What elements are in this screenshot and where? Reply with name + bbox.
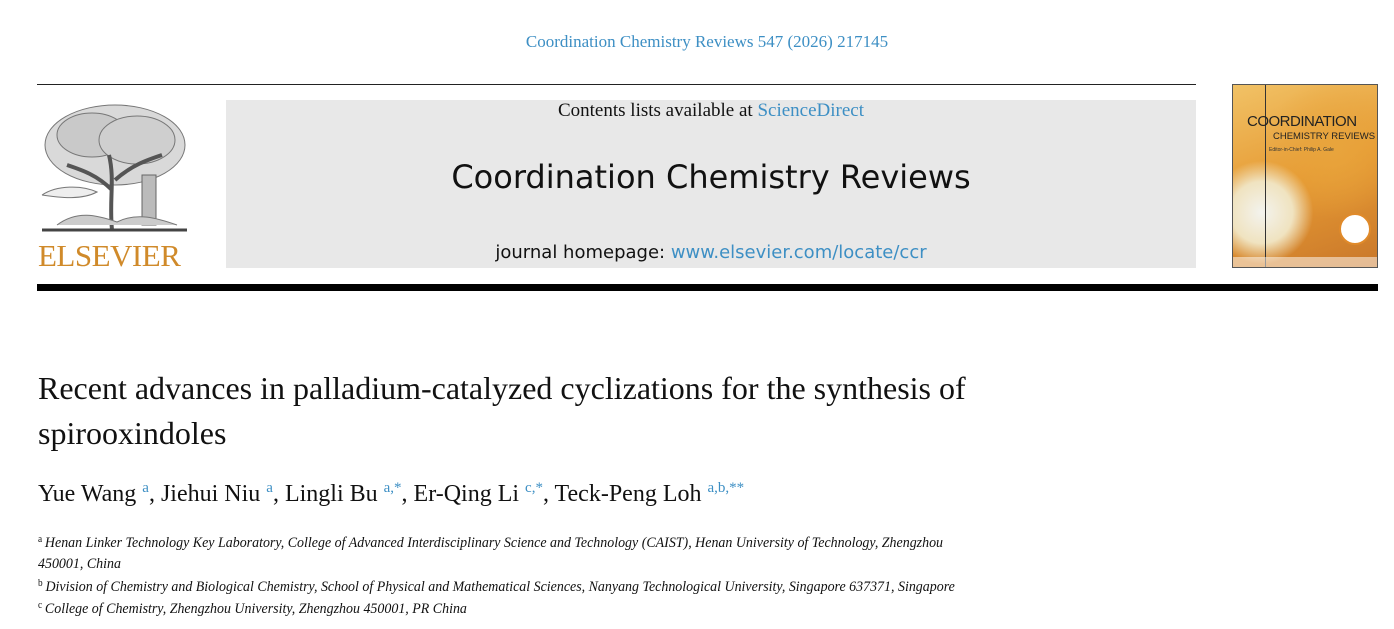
- author-name: Lingli Bu: [284, 481, 378, 507]
- author-affiliation-link[interactable]: a: [266, 480, 273, 496]
- author[interactable]: Jiehui Niu a: [160, 480, 273, 507]
- divider: [37, 84, 1196, 85]
- cover-editor: Editor-in-Chief: Philip A. Gale: [1269, 147, 1334, 153]
- affiliation-a: a Henan Linker Technology Key Laboratory,…: [38, 534, 943, 552]
- author-affiliation-link[interactable]: a,*: [383, 480, 402, 496]
- sciencedirect-link[interactable]: ScienceDirect: [757, 100, 865, 121]
- author[interactable]: Teck-Peng Loh a,b,**: [554, 480, 745, 507]
- elsevier-logo: [37, 100, 190, 270]
- journal-banner: Contents lists available at ScienceDirec…: [226, 100, 1196, 268]
- contents-prefix: Contents lists available at: [557, 100, 758, 121]
- homepage-line: journal homepage: www.elsevier.com/locat…: [226, 242, 1196, 263]
- author-name: Jiehui Niu: [160, 481, 261, 507]
- cover-title-2: CHEMISTRY REVIEWS: [1273, 131, 1376, 142]
- author-name: Yue Wang: [38, 481, 137, 507]
- author-name: Teck-Peng Loh: [554, 481, 702, 507]
- author[interactable]: Yue Wang a: [38, 480, 149, 507]
- article-title: Recent advances in palladium-catalyzed c…: [38, 370, 966, 451]
- journal-cover[interactable]: COORDINATION CHEMISTRY REVIEWS Editor-in…: [1232, 84, 1378, 268]
- journal-title: Coordination Chemistry Reviews: [451, 158, 971, 196]
- author[interactable]: Er-Qing Li c,*: [413, 480, 543, 507]
- affiliation-a-cont: 450001, China: [38, 556, 121, 573]
- affiliation-text: Henan Linker Technology Key Laboratory, …: [44, 535, 944, 551]
- contents-line: Contents lists available at ScienceDirec…: [226, 100, 1196, 122]
- affiliation-c: c College of Chemistry, Zhengzhou Univers…: [38, 600, 467, 618]
- author-name: Er-Qing Li: [413, 481, 520, 507]
- affiliation-text: 450001, China: [38, 556, 121, 572]
- cover-title-1: COORDINATION: [1247, 113, 1357, 130]
- affiliation-b: b Division of Chemistry and Biological Ch…: [38, 578, 955, 596]
- author-affiliation-link[interactable]: a,b,**: [707, 480, 745, 496]
- affiliation-text: College of Chemistry, Zhengzhou Universi…: [44, 601, 467, 617]
- author-affiliation-link[interactable]: c,*: [525, 480, 543, 496]
- homepage-prefix: journal homepage:: [495, 242, 671, 263]
- citation-link[interactable]: Coordination Chemistry Reviews 547 (2026…: [525, 32, 889, 51]
- author[interactable]: Lingli Bu a,*: [284, 480, 402, 507]
- affiliation-label: c: [38, 600, 43, 611]
- affiliation-text: Division of Chemistry and Biological Che…: [45, 579, 955, 595]
- cover-line: [1265, 85, 1266, 267]
- impact-badge: [1339, 213, 1371, 245]
- tree-icon: [41, 104, 187, 232]
- thick-divider: [37, 284, 1378, 291]
- elsevier-wordmark: ELSEVIER: [38, 238, 181, 273]
- cover-footer: [1233, 257, 1377, 267]
- affiliation-label: a: [38, 534, 43, 545]
- author-list: Yue Wang a, Jiehui Niu a, Lingli Bu a,*,…: [38, 480, 745, 507]
- homepage-link[interactable]: www.elsevier.com/locate/ccr: [670, 242, 927, 263]
- affiliation-label: b: [38, 578, 43, 589]
- author-affiliation-link[interactable]: a: [142, 480, 149, 496]
